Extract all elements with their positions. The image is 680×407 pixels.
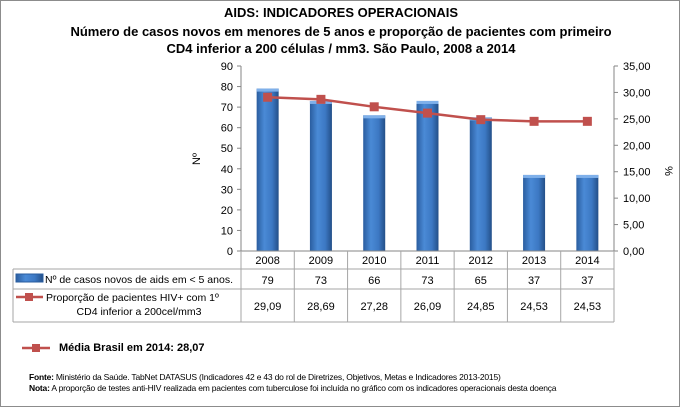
bar-series-name: Nº de casos novos de aids em < 5 anos. [45,274,233,286]
table-cell-cases: 37 [581,275,593,287]
left-tick-label: 10 [221,225,233,237]
table-cell-cases: 73 [421,275,433,287]
brazil-average-legend: Média Brasil em 2014: 28,07 [21,342,205,354]
bar-top-2014 [576,174,599,178]
left-tick-label: 0 [227,246,233,258]
note-text: A proporção de testes anti-HIV realizada… [49,383,557,393]
table-cell-cases: 73 [315,275,327,287]
line-marker-icon [22,344,50,352]
bar-top-2010 [363,115,386,119]
line-marker-2011 [423,108,432,118]
line-marker-2014 [582,116,592,126]
left-tick-label: 30 [221,184,233,196]
left-tick-label: 20 [221,205,233,217]
category-label: 2010 [362,255,386,267]
bar-2008 [256,88,279,251]
line-series-name-line1: Proporção de pacientes HIV+ com 1º [46,292,219,304]
category-label: 2009 [309,255,333,267]
left-tick-label: 70 [221,102,233,114]
line-marker-2010 [369,102,379,112]
category-label: 2013 [522,255,546,267]
table-cell-proportion: 24,53 [520,301,548,313]
note-label: Nota: [29,383,50,393]
bar-legend-icon [15,273,44,283]
table-cell-proportion: 28,69 [307,301,335,313]
table-cell-proportion: 27,28 [360,301,388,313]
line-marker-2008 [263,92,273,102]
right-tick-label: 15,00 [623,167,651,179]
line-marker-2009 [316,94,326,104]
combo-chart: 0 10 20 30 40 50 60 70 80 90 0,00 5,00 10,00 15,00 20,… [12,61,674,323]
left-tick-label: 40 [221,164,233,176]
line-marker-2013 [529,116,539,126]
footnote: Nota: A proporção de testes anti-HIV rea… [29,383,557,393]
left-tick-label: 80 [221,82,233,94]
bar-top-2013 [523,174,546,178]
category-label: 2008 [255,255,279,267]
right-tick-label: 10,00 [623,193,651,205]
table-cell-proportion: 24,85 [467,301,495,313]
line-marker-2012 [476,115,486,125]
brazil-average-text: Média Brasil em 2014: 28,07 [59,342,205,354]
bar-2014 [576,174,599,251]
source-text: Ministério da Saúde. TabNet DATASUS (Ind… [53,372,501,382]
table-cell-cases: 66 [368,275,380,287]
chart-subtitle-line2: CD4 inferior a 200 células / mm3. São Pa… [166,41,516,56]
chart-subtitle-line1: Número de casos novos em menores de 5 an… [70,24,612,39]
right-tick-label: 0,00 [623,246,644,258]
right-tick-label: 35,00 [623,61,651,73]
bar-top-2008 [256,88,279,92]
bar-2010 [363,115,386,251]
bar-2011 [416,100,439,251]
right-tick-label: 25,00 [623,114,651,126]
category-label: 2014 [575,255,599,267]
right-tick-label: 5,00 [623,220,644,232]
table-cell-proportion: 26,09 [414,301,442,313]
line-series-name-line2: CD4 inferior a 200cel/mm3 [77,306,202,318]
table-cell-proportion: 29,09 [254,301,282,313]
bar-top-2011 [416,100,439,104]
right-tick-label: 30,00 [623,87,651,99]
right-axis-title: % [662,166,674,176]
bar-2009 [309,100,332,251]
table-cell-cases: 79 [262,275,274,287]
left-axis-title: Nº [191,153,203,165]
bar-2013 [523,174,546,251]
table-cell-cases: 65 [475,275,487,287]
left-tick-label: 60 [221,123,233,135]
bar-2012 [469,117,492,251]
chart-title: AIDS: INDICADORES OPERACIONAIS [223,5,459,20]
source-label: Fonte: [29,372,54,382]
table-cell-cases: 37 [528,275,540,287]
line-legend-marker-icon [25,293,33,301]
source-note: Fonte: Ministério da Saúde. TabNet DATAS… [29,372,501,382]
left-tick-label: 50 [221,143,233,155]
category-label: 2012 [469,255,493,267]
left-tick-label: 90 [221,61,233,73]
table-cell-proportion: 24,53 [574,301,602,313]
right-tick-label: 20,00 [623,140,651,152]
category-label: 2011 [416,255,440,267]
